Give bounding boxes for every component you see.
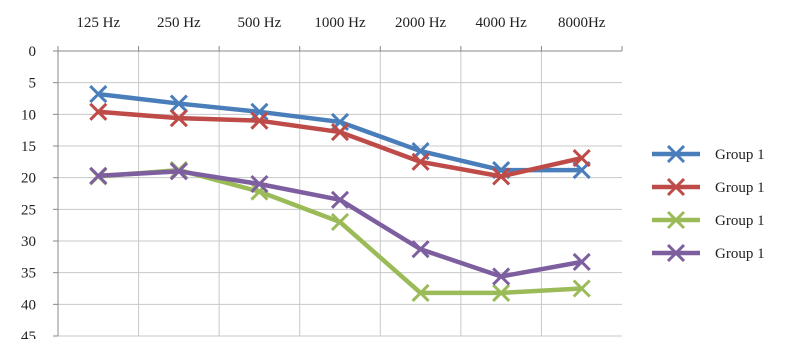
marker-stroke-b xyxy=(572,148,591,168)
y-tick-label: 45 xyxy=(21,329,36,339)
data-point-marker xyxy=(411,152,430,171)
y-tick-label: 15 xyxy=(21,139,36,155)
legend-swatch-marker xyxy=(666,210,686,230)
data-point-marker xyxy=(572,252,591,271)
marker-stroke-b xyxy=(572,279,591,298)
data-point-marker xyxy=(492,167,511,186)
data-point-marker xyxy=(572,279,591,298)
legend-label: Group 1 xyxy=(715,180,765,196)
x-tick-label: 4000 Hz xyxy=(476,15,528,31)
x-tick-label: 2000 Hz xyxy=(395,15,447,31)
data-point-marker xyxy=(169,162,188,181)
y-tick-label: 5 xyxy=(29,76,37,92)
legend-entry: Group 1 xyxy=(652,243,765,263)
legend-label: Group 1 xyxy=(715,147,765,163)
x-tick-label: 500 Hz xyxy=(238,15,282,31)
y-tick-label: 40 xyxy=(21,297,36,313)
marker-stroke-b xyxy=(250,111,269,130)
series-2 xyxy=(89,102,591,186)
marker-stroke-b xyxy=(169,162,188,181)
data-point-marker xyxy=(169,94,188,113)
legend-marker-stroke-b xyxy=(666,210,686,230)
data-point-marker xyxy=(250,174,269,194)
data-point-marker xyxy=(330,123,350,142)
marker-stroke-b xyxy=(250,174,269,194)
marker-stroke-b xyxy=(89,166,108,185)
marker-stroke-b xyxy=(169,94,188,113)
marker-stroke-b xyxy=(330,212,350,232)
legend-swatch-marker xyxy=(666,243,686,263)
marker-stroke-b xyxy=(411,152,430,171)
y-tick-label: 30 xyxy=(21,234,36,250)
legend-entry: Group 1 xyxy=(652,177,765,197)
data-point-marker xyxy=(492,267,511,286)
marker-stroke-b xyxy=(411,283,430,302)
x-tick-label: 8000Hz xyxy=(558,15,606,31)
legend-marker-stroke-b xyxy=(666,243,686,263)
marker-stroke-b xyxy=(89,85,108,104)
legend-swatch-marker xyxy=(666,177,686,197)
x-tick-label: 250 Hz xyxy=(157,15,201,31)
marker-stroke-b xyxy=(411,240,430,259)
axes xyxy=(53,46,623,337)
y-tick-labels: 0 5 10 15 20 25 30 35 40 45 xyxy=(21,44,36,339)
legend-swatch-marker xyxy=(666,144,686,164)
x-tick-label: 1000 Hz xyxy=(314,15,366,31)
grid-lines xyxy=(58,50,622,337)
data-point-marker xyxy=(330,212,350,232)
marker-stroke-b xyxy=(492,167,511,186)
legend-entry: Group 1 xyxy=(652,144,765,164)
x-tick-labels: 125 Hz 250 Hz 500 Hz 1000 Hz 2000 Hz 4000 Hz 8… xyxy=(76,15,605,31)
data-point-marker xyxy=(89,166,108,185)
series-group xyxy=(89,85,591,302)
marker-stroke-b xyxy=(169,109,188,128)
marker-stroke-b xyxy=(492,267,511,286)
series-3 xyxy=(89,161,591,302)
y-tick-label: 25 xyxy=(21,202,36,218)
legend-label: Group 1 xyxy=(715,246,765,262)
marker-stroke-b xyxy=(89,102,108,121)
legend: Group 1 Group 1 Group 1 Group 1 xyxy=(652,144,765,263)
series-1 xyxy=(89,85,591,180)
data-point-marker xyxy=(411,283,430,302)
y-tick-label: 20 xyxy=(21,171,36,187)
data-point-marker xyxy=(492,283,511,302)
marker-stroke-b xyxy=(572,252,591,271)
data-point-marker xyxy=(411,240,430,259)
marker-stroke-b xyxy=(492,283,511,302)
legend-label: Group 1 xyxy=(715,213,765,229)
x-tick-label: 125 Hz xyxy=(76,15,120,31)
data-point-marker xyxy=(89,85,108,104)
marker-stroke-b xyxy=(330,190,350,209)
y-tick-label: 10 xyxy=(21,107,36,123)
data-point-marker xyxy=(330,190,350,209)
y-tick-label: 35 xyxy=(21,266,36,282)
data-point-marker xyxy=(250,111,269,130)
data-point-marker xyxy=(169,109,188,128)
data-point-marker xyxy=(572,148,591,168)
data-point-marker xyxy=(89,102,108,121)
y-tick-label: 0 xyxy=(29,44,37,60)
legend-entry: Group 1 xyxy=(652,210,765,230)
series-4 xyxy=(89,162,591,286)
marker-stroke-b xyxy=(330,123,350,142)
legend-marker-stroke-b xyxy=(666,144,686,164)
legend-marker-stroke-b xyxy=(666,177,686,197)
